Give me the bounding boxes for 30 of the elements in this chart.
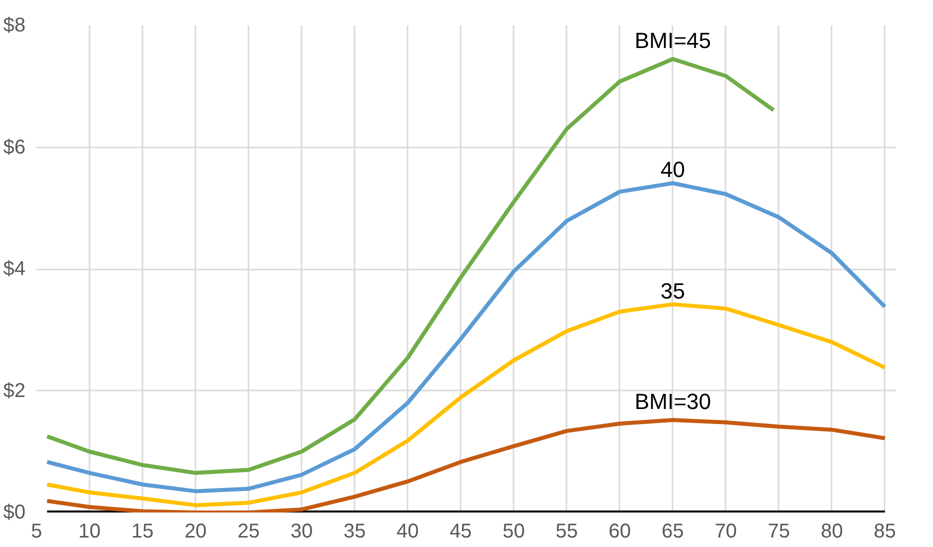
x-tick-label: 40 (396, 520, 419, 542)
y-tick-label: $8 (3, 14, 26, 36)
x-tick-label: 15 (131, 520, 154, 542)
series-label: BMI=30 (634, 388, 712, 414)
x-tick-label: 20 (184, 520, 207, 542)
series-label: BMI=45 (634, 28, 712, 53)
x-tick-label: 5 (30, 520, 42, 542)
x-tick-label: 85 (874, 520, 896, 542)
x-tick-label: 30 (290, 520, 313, 542)
x-tick-label: 80 (820, 520, 843, 542)
y-tick-label: $6 (3, 136, 26, 158)
x-tick-label: 55 (556, 520, 578, 542)
x-tick-label: 45 (450, 520, 472, 542)
y-tick-label: $4 (3, 258, 26, 280)
series-label: 35 (660, 278, 686, 304)
series-label: 40 (660, 157, 686, 182)
x-tick-label: 60 (608, 520, 631, 542)
line-series (45, 56, 776, 475)
x-tick-label: 70 (714, 520, 737, 542)
line-series (45, 418, 887, 512)
x-tick-label: 25 (237, 520, 260, 542)
x-tick-label: 50 (502, 520, 525, 542)
x-tick-label: 35 (344, 520, 366, 542)
y-tick-label: $0 (3, 502, 26, 524)
x-tick-label: 10 (78, 520, 101, 542)
x-tick-label: 65 (662, 520, 684, 542)
x-tick-label: 75 (768, 520, 790, 542)
y-tick-label: $2 (3, 380, 26, 402)
line-series (45, 302, 887, 508)
line-series (45, 181, 887, 494)
